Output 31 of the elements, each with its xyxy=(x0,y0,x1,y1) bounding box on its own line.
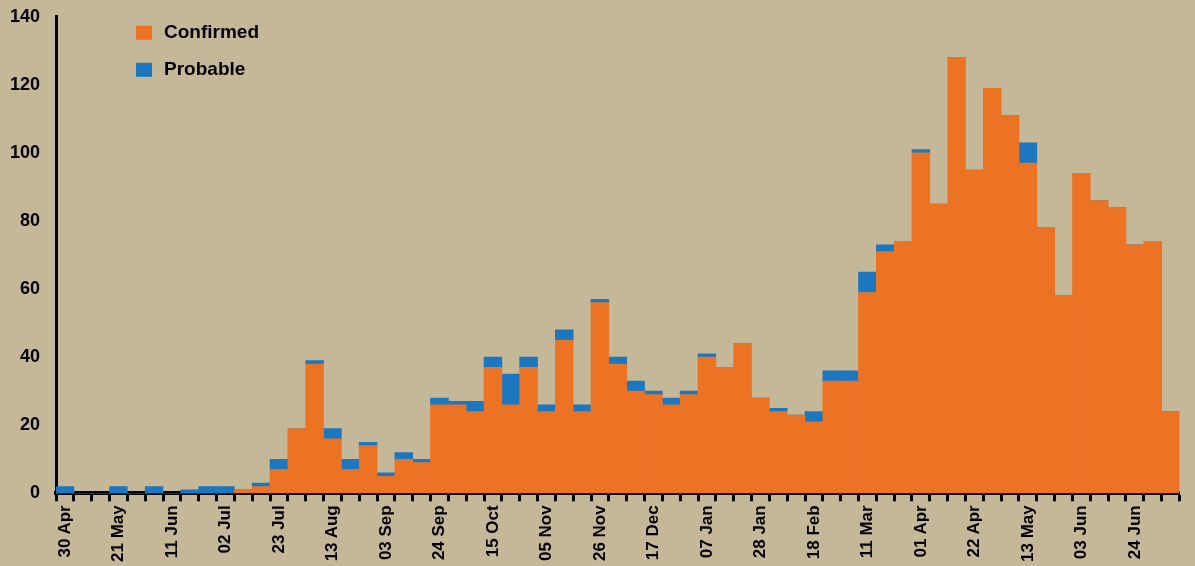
x-tick-label: 24 Jun xyxy=(1124,505,1144,560)
x-tick-label: 11 Jun xyxy=(161,505,181,559)
x-tick-label: 02 Jul xyxy=(215,505,235,554)
y-tick-label: 60 xyxy=(20,278,41,299)
x-tick-label: 21 May xyxy=(108,504,128,562)
x-tick-label: 13 May xyxy=(1017,504,1037,562)
x-tick-label: 24 Sep xyxy=(429,505,449,561)
y-tick-label: 100 xyxy=(9,141,41,162)
y-tick-label: 120 xyxy=(9,73,41,94)
x-tick-label: 23 Jul xyxy=(268,505,288,554)
x-tick-label: 18 Feb xyxy=(803,505,823,560)
y-tick-label: 80 xyxy=(20,209,41,230)
y-tick-label: 40 xyxy=(20,346,41,367)
x-tick-label: 26 Nov xyxy=(589,504,609,562)
legend-label: Probable xyxy=(164,58,246,80)
y-tick-label: 140 xyxy=(9,5,41,26)
x-tick-label: 22 Apr xyxy=(964,504,984,558)
x-tick-label: 15 Oct xyxy=(482,504,502,558)
y-tick-label: 0 xyxy=(30,482,41,503)
y-tick-label: 20 xyxy=(20,414,41,435)
x-tick-label: 03 Sep xyxy=(375,505,395,561)
x-tick-label: 28 Jan xyxy=(750,505,770,559)
x-tick-label: 11 Mar xyxy=(857,504,877,559)
x-tick-label: 07 Jan xyxy=(696,505,716,559)
x-tick-label: 05 Nov xyxy=(536,504,556,562)
x-tick-label: 13 Aug xyxy=(322,505,342,562)
x-tick-label: 30 Apr xyxy=(54,504,74,558)
x-tick-label: 03 Jun xyxy=(1071,505,1091,560)
x-tick-label: 01 Apr xyxy=(910,504,930,558)
x-tick-label: 17 Dec xyxy=(643,505,663,561)
legend-label: Confirmed xyxy=(164,21,260,43)
